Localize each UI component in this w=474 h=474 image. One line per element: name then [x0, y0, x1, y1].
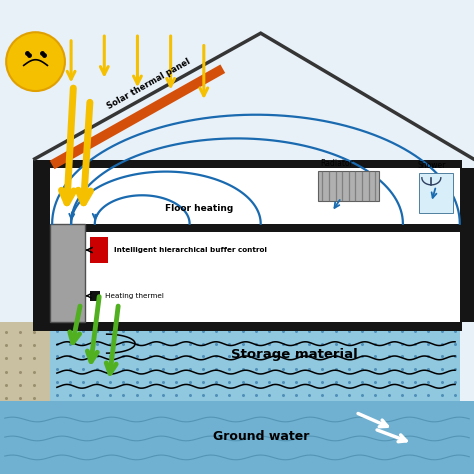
Bar [33, 160, 462, 168]
Bar [90, 237, 108, 263]
Bar [50, 168, 460, 224]
Bar [0, 401, 474, 474]
Bar [50, 322, 460, 401]
Bar [33, 168, 50, 322]
Bar [0, 322, 50, 474]
Bar [33, 322, 462, 331]
Bar [419, 173, 453, 213]
Text: Storage material: Storage material [230, 348, 357, 361]
Bar [460, 168, 474, 322]
Text: Floor heating: Floor heating [165, 204, 233, 213]
Bar [50, 224, 85, 322]
Bar [33, 224, 462, 232]
Bar [90, 291, 100, 301]
Text: Intelligent hierarchical buffer control: Intelligent hierarchical buffer control [114, 247, 267, 253]
Text: Ground water: Ground water [212, 430, 309, 443]
Text: Solar thermal panel: Solar thermal panel [106, 57, 192, 111]
Bar [318, 171, 379, 201]
Bar [50, 232, 460, 322]
Text: Shower: Shower [417, 161, 446, 170]
Text: Heating thermel: Heating thermel [105, 293, 164, 299]
Text: Radiator: Radiator [320, 159, 353, 168]
Circle shape [6, 32, 65, 91]
